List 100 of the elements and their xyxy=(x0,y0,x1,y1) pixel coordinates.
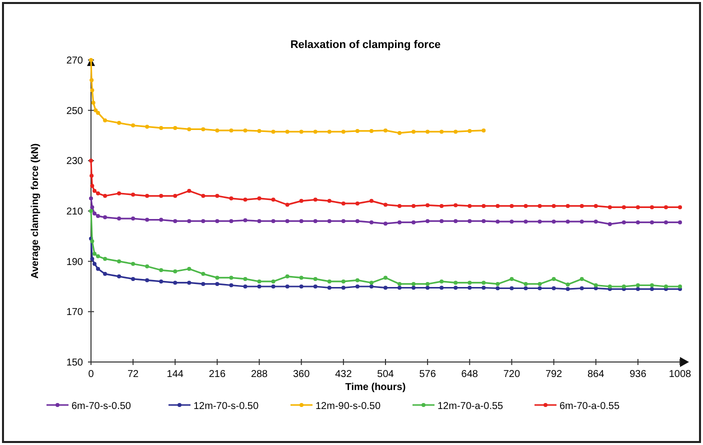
point xyxy=(412,130,416,134)
point xyxy=(482,204,486,208)
point xyxy=(229,196,234,200)
point xyxy=(96,214,100,218)
point xyxy=(580,204,584,208)
point xyxy=(398,130,402,135)
point xyxy=(496,204,500,208)
point xyxy=(229,128,234,132)
point xyxy=(313,284,318,288)
point xyxy=(468,286,472,290)
point xyxy=(524,220,528,224)
point xyxy=(454,219,458,224)
point xyxy=(552,204,556,208)
point xyxy=(341,130,346,134)
point xyxy=(243,128,248,132)
point xyxy=(285,130,290,134)
point xyxy=(678,220,682,224)
point xyxy=(552,276,556,281)
point xyxy=(440,286,444,290)
point xyxy=(468,280,472,285)
point xyxy=(398,204,402,208)
point xyxy=(664,205,668,210)
point xyxy=(313,130,318,134)
point xyxy=(594,283,598,288)
legend-label: 6m-70-s-0.50 xyxy=(72,401,132,412)
point xyxy=(173,194,178,198)
point xyxy=(327,130,332,134)
y-tick-label: 190 xyxy=(66,256,84,268)
point xyxy=(271,279,276,284)
point xyxy=(510,276,514,281)
legend-label: 6m-70-a-0.55 xyxy=(560,401,620,412)
point xyxy=(341,219,346,224)
point xyxy=(398,282,402,286)
point xyxy=(369,128,374,133)
point xyxy=(608,222,612,226)
point xyxy=(622,284,626,288)
point xyxy=(173,126,178,130)
point xyxy=(257,279,262,284)
point xyxy=(159,126,164,130)
point xyxy=(566,220,570,224)
legend-label: 12m-70-s-0.50 xyxy=(194,401,259,412)
point xyxy=(327,219,332,224)
point xyxy=(96,254,100,258)
y-tick-label: 170 xyxy=(66,307,84,318)
point xyxy=(159,279,164,284)
point xyxy=(257,128,262,133)
point xyxy=(355,128,360,133)
point xyxy=(243,198,248,202)
chart-title: Relaxation of clamping force xyxy=(290,39,441,51)
point xyxy=(636,205,640,210)
point xyxy=(131,276,136,281)
point xyxy=(299,198,304,203)
point xyxy=(482,280,486,285)
point xyxy=(510,204,514,208)
point xyxy=(117,274,122,278)
point xyxy=(201,219,206,224)
point xyxy=(440,219,444,224)
point xyxy=(636,220,640,224)
x-tick-label: 792 xyxy=(545,369,563,380)
point xyxy=(285,219,290,224)
point xyxy=(369,220,374,224)
point xyxy=(257,219,262,224)
point xyxy=(215,282,220,286)
point xyxy=(313,219,318,224)
point xyxy=(664,220,668,224)
point xyxy=(594,220,598,224)
point xyxy=(90,88,94,92)
point xyxy=(384,222,388,226)
point xyxy=(369,284,374,288)
point xyxy=(369,198,374,203)
x-tick-label: 288 xyxy=(250,369,268,380)
point xyxy=(678,205,682,210)
point xyxy=(103,118,108,122)
point xyxy=(426,282,430,286)
point xyxy=(454,280,458,285)
point xyxy=(243,284,248,288)
point xyxy=(299,284,304,288)
x-tick-label: 216 xyxy=(208,369,226,380)
point xyxy=(482,128,486,132)
x-tick-label: 864 xyxy=(588,369,605,380)
point xyxy=(538,220,542,224)
x-tick-label: 504 xyxy=(377,369,394,380)
point xyxy=(454,286,458,290)
point xyxy=(327,286,332,290)
point xyxy=(313,198,318,202)
point xyxy=(412,220,416,224)
x-tick-label: 576 xyxy=(419,369,436,380)
point xyxy=(96,110,100,115)
point xyxy=(440,279,444,284)
point xyxy=(159,218,164,222)
point xyxy=(187,188,192,193)
point xyxy=(636,283,640,288)
point xyxy=(468,128,472,133)
x-tick-label: 360 xyxy=(293,369,310,380)
point xyxy=(594,204,598,208)
point xyxy=(92,188,97,193)
point xyxy=(664,284,668,288)
point xyxy=(552,286,556,290)
point xyxy=(229,276,234,280)
point xyxy=(608,205,612,210)
